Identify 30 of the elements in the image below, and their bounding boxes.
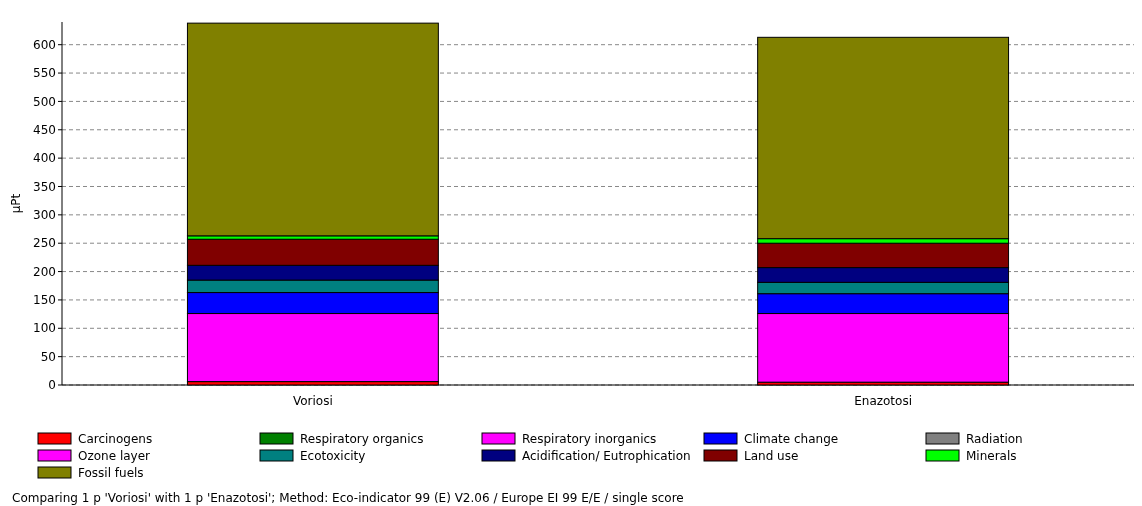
bar [757, 36, 1010, 240]
y-tick-label: 50 [40, 349, 56, 364]
y-tick-label: 500 [33, 94, 56, 109]
y-tick-label: 350 [33, 179, 56, 194]
y-axis-title: µPt [9, 193, 23, 214]
legend-label: Respiratory inorganics [522, 432, 657, 446]
x-tick-label: Enazotosi [854, 394, 913, 408]
legend-label: Land use [744, 449, 799, 463]
bar [186, 22, 439, 237]
y-tick-label: 600 [33, 37, 56, 52]
y-tick-label: 450 [33, 122, 56, 137]
legend-label: Climate change [744, 432, 839, 446]
text: Comparing 1 p 'Voriosi' with 1 p 'Enazotosi'; Method: Eco-indicator 99 (E) V2.06 / Europe EI 99 E/E / single score [12, 491, 684, 505]
y-tick-label: 550 [33, 66, 56, 81]
y-tick-label: 150 [33, 293, 56, 308]
legend-label: Fossil fuels [78, 466, 144, 480]
legend-label: Minerals [966, 449, 1017, 463]
legend-label: Carcinogens [78, 432, 153, 446]
y-tick-label: 300 [33, 208, 56, 223]
legend-label: Ozone layer [78, 449, 151, 463]
y-tick-label: 100 [33, 321, 56, 336]
x-tick-label: Voriosi [292, 394, 333, 408]
legend-label: Respiratory organics [300, 432, 424, 446]
legend-label: Radiation [966, 432, 1023, 446]
y-tick-label: 0 [48, 378, 56, 393]
y-tick-label: 200 [33, 264, 56, 279]
y-tick-label: 250 [33, 236, 56, 251]
legend-label: Ecotoxicity [300, 449, 366, 463]
legend-label: Acidification/ Eutrophication [522, 449, 691, 463]
y-tick-label: 400 [33, 151, 56, 166]
